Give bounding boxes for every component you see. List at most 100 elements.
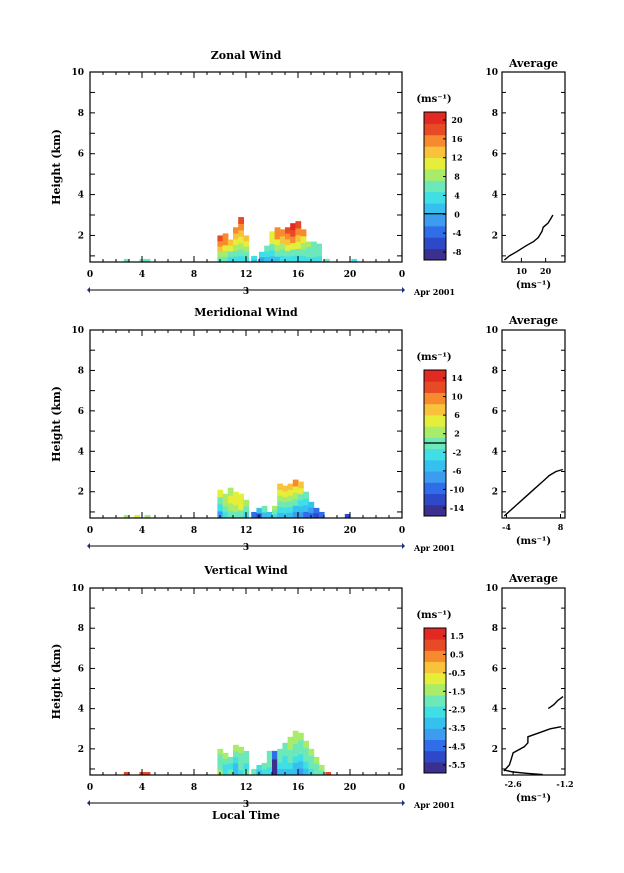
heatmap-cell (295, 248, 302, 256)
heatmap-cell (290, 229, 296, 237)
colorbar-swatch (424, 493, 446, 506)
heatmap-cell (279, 242, 286, 250)
colorbar-swatch (424, 381, 446, 393)
heatmap-cell (300, 235, 307, 243)
profile-y-tick-label: 10 (485, 68, 498, 78)
heatmap-cell (282, 485, 289, 492)
colorbar-swatch (424, 672, 446, 685)
y-axis-label: Height (km) (50, 644, 63, 720)
heatmap-cell (227, 768, 234, 776)
heatmap-cell (277, 489, 283, 496)
heatmap-cell (282, 762, 289, 770)
heatmap-cell (298, 746, 304, 755)
heatmap-cell (305, 241, 312, 248)
heatmap-cell (282, 755, 289, 763)
colorbar-swatch (424, 717, 446, 729)
colorbar-swatch (424, 426, 446, 438)
colorbar-tick-label: 12 (451, 153, 462, 163)
heatmap-cell (266, 750, 273, 760)
y-tick-label: 8 (78, 624, 84, 634)
x-tick-label: 4 (139, 270, 145, 280)
colorbar-swatch (424, 414, 446, 427)
heatmap-cell (243, 750, 250, 758)
x-tick-label: 0 (87, 270, 93, 280)
heatmap-cell (217, 764, 224, 771)
heatmap-cell (272, 509, 278, 515)
heatmap-cell (233, 762, 239, 770)
plot-frame (89, 71, 403, 263)
heatmap-cell (272, 505, 278, 511)
heatmap-cell (222, 239, 229, 246)
colorbar-swatch (424, 370, 446, 382)
colorbar-unit: (ms⁻¹) (416, 610, 451, 621)
heatmap-cell (298, 511, 304, 519)
profile-title: Average (508, 314, 558, 327)
heatmap-cell (123, 258, 130, 263)
heatmap-cell (287, 749, 294, 757)
heatmap-cell (287, 506, 294, 513)
day-label: 3 (243, 800, 249, 810)
profile-y-tick-label: 8 (492, 366, 498, 376)
profile-title: Average (508, 572, 558, 585)
profile-y-tick-label: 4 (492, 447, 498, 457)
heatmap-cell (222, 493, 229, 501)
heatmap-cell (292, 498, 299, 506)
heatmap-cell (303, 498, 309, 506)
heatmap-cell (274, 244, 281, 251)
profile-y-tick-label: 2 (492, 488, 498, 498)
panel-2: Meridional Wind 2 4 6 8 10 Height (km) 0 4 8 12 16 2… (50, 306, 566, 553)
heatmap-cell (318, 511, 325, 519)
heatmap-cell (259, 251, 265, 258)
colorbar-tick-label: 10 (451, 392, 463, 402)
heatmap-cell (292, 511, 299, 519)
colorbar-swatch (424, 728, 446, 741)
heatmap-cell (233, 504, 239, 512)
heatmap-cell (266, 766, 273, 776)
heatmap-cell (295, 234, 302, 243)
heatmap-cell (233, 491, 239, 499)
heatmap-cell (316, 255, 322, 263)
heatmap-cell (227, 502, 234, 511)
colorbar-swatch (424, 761, 446, 774)
heatmap-cell (298, 739, 304, 748)
heatmap-cell (292, 762, 299, 770)
heatmap-cell (295, 227, 302, 236)
profile-y-tick-label: 8 (492, 109, 498, 119)
heatmap-cell (285, 238, 291, 246)
heatmap-cell (123, 771, 130, 776)
heatmap-cell (277, 748, 283, 756)
heatmap-cell (282, 491, 289, 497)
colorbar-swatch (424, 203, 446, 215)
day-label: 3 (243, 543, 249, 553)
heatmap-cell (298, 767, 304, 776)
colorbar-swatch (424, 191, 446, 204)
heatmap-cell (303, 491, 309, 499)
heatmap-cell (227, 487, 234, 496)
heatmap-cell (295, 241, 302, 249)
heatmap-cell (217, 489, 224, 498)
heatmap-cell (217, 759, 224, 766)
heatmap-cell (292, 492, 299, 500)
heatmap-cell (238, 509, 244, 519)
colorbar-tick-label: -3.5 (448, 723, 465, 733)
heatmap-cell (308, 768, 315, 776)
date-axis-arrow-left (87, 287, 90, 293)
heatmap-cell (238, 746, 244, 753)
panel-title: Zonal Wind (211, 49, 282, 62)
x-tick-label: 12 (240, 783, 253, 793)
colorbar-tick-label: -2.5 (448, 705, 465, 715)
heatmap-cell (217, 503, 224, 512)
profile-y-tick-label: 8 (492, 624, 498, 634)
heatmap-cell (285, 227, 291, 234)
heatmap-cell (238, 236, 244, 244)
colorbar-swatch (424, 214, 446, 227)
x-tick-label: 4 (139, 526, 145, 536)
colorbar-frame (423, 627, 447, 774)
heatmap-cell (233, 244, 239, 251)
y-tick-label: 4 (78, 447, 84, 457)
colorbar-swatch (424, 628, 446, 640)
colorbar-swatch (424, 661, 446, 674)
heatmap-cell (217, 496, 224, 505)
profile-y-tick-label: 2 (492, 745, 498, 755)
colorbar-swatch (424, 168, 446, 181)
